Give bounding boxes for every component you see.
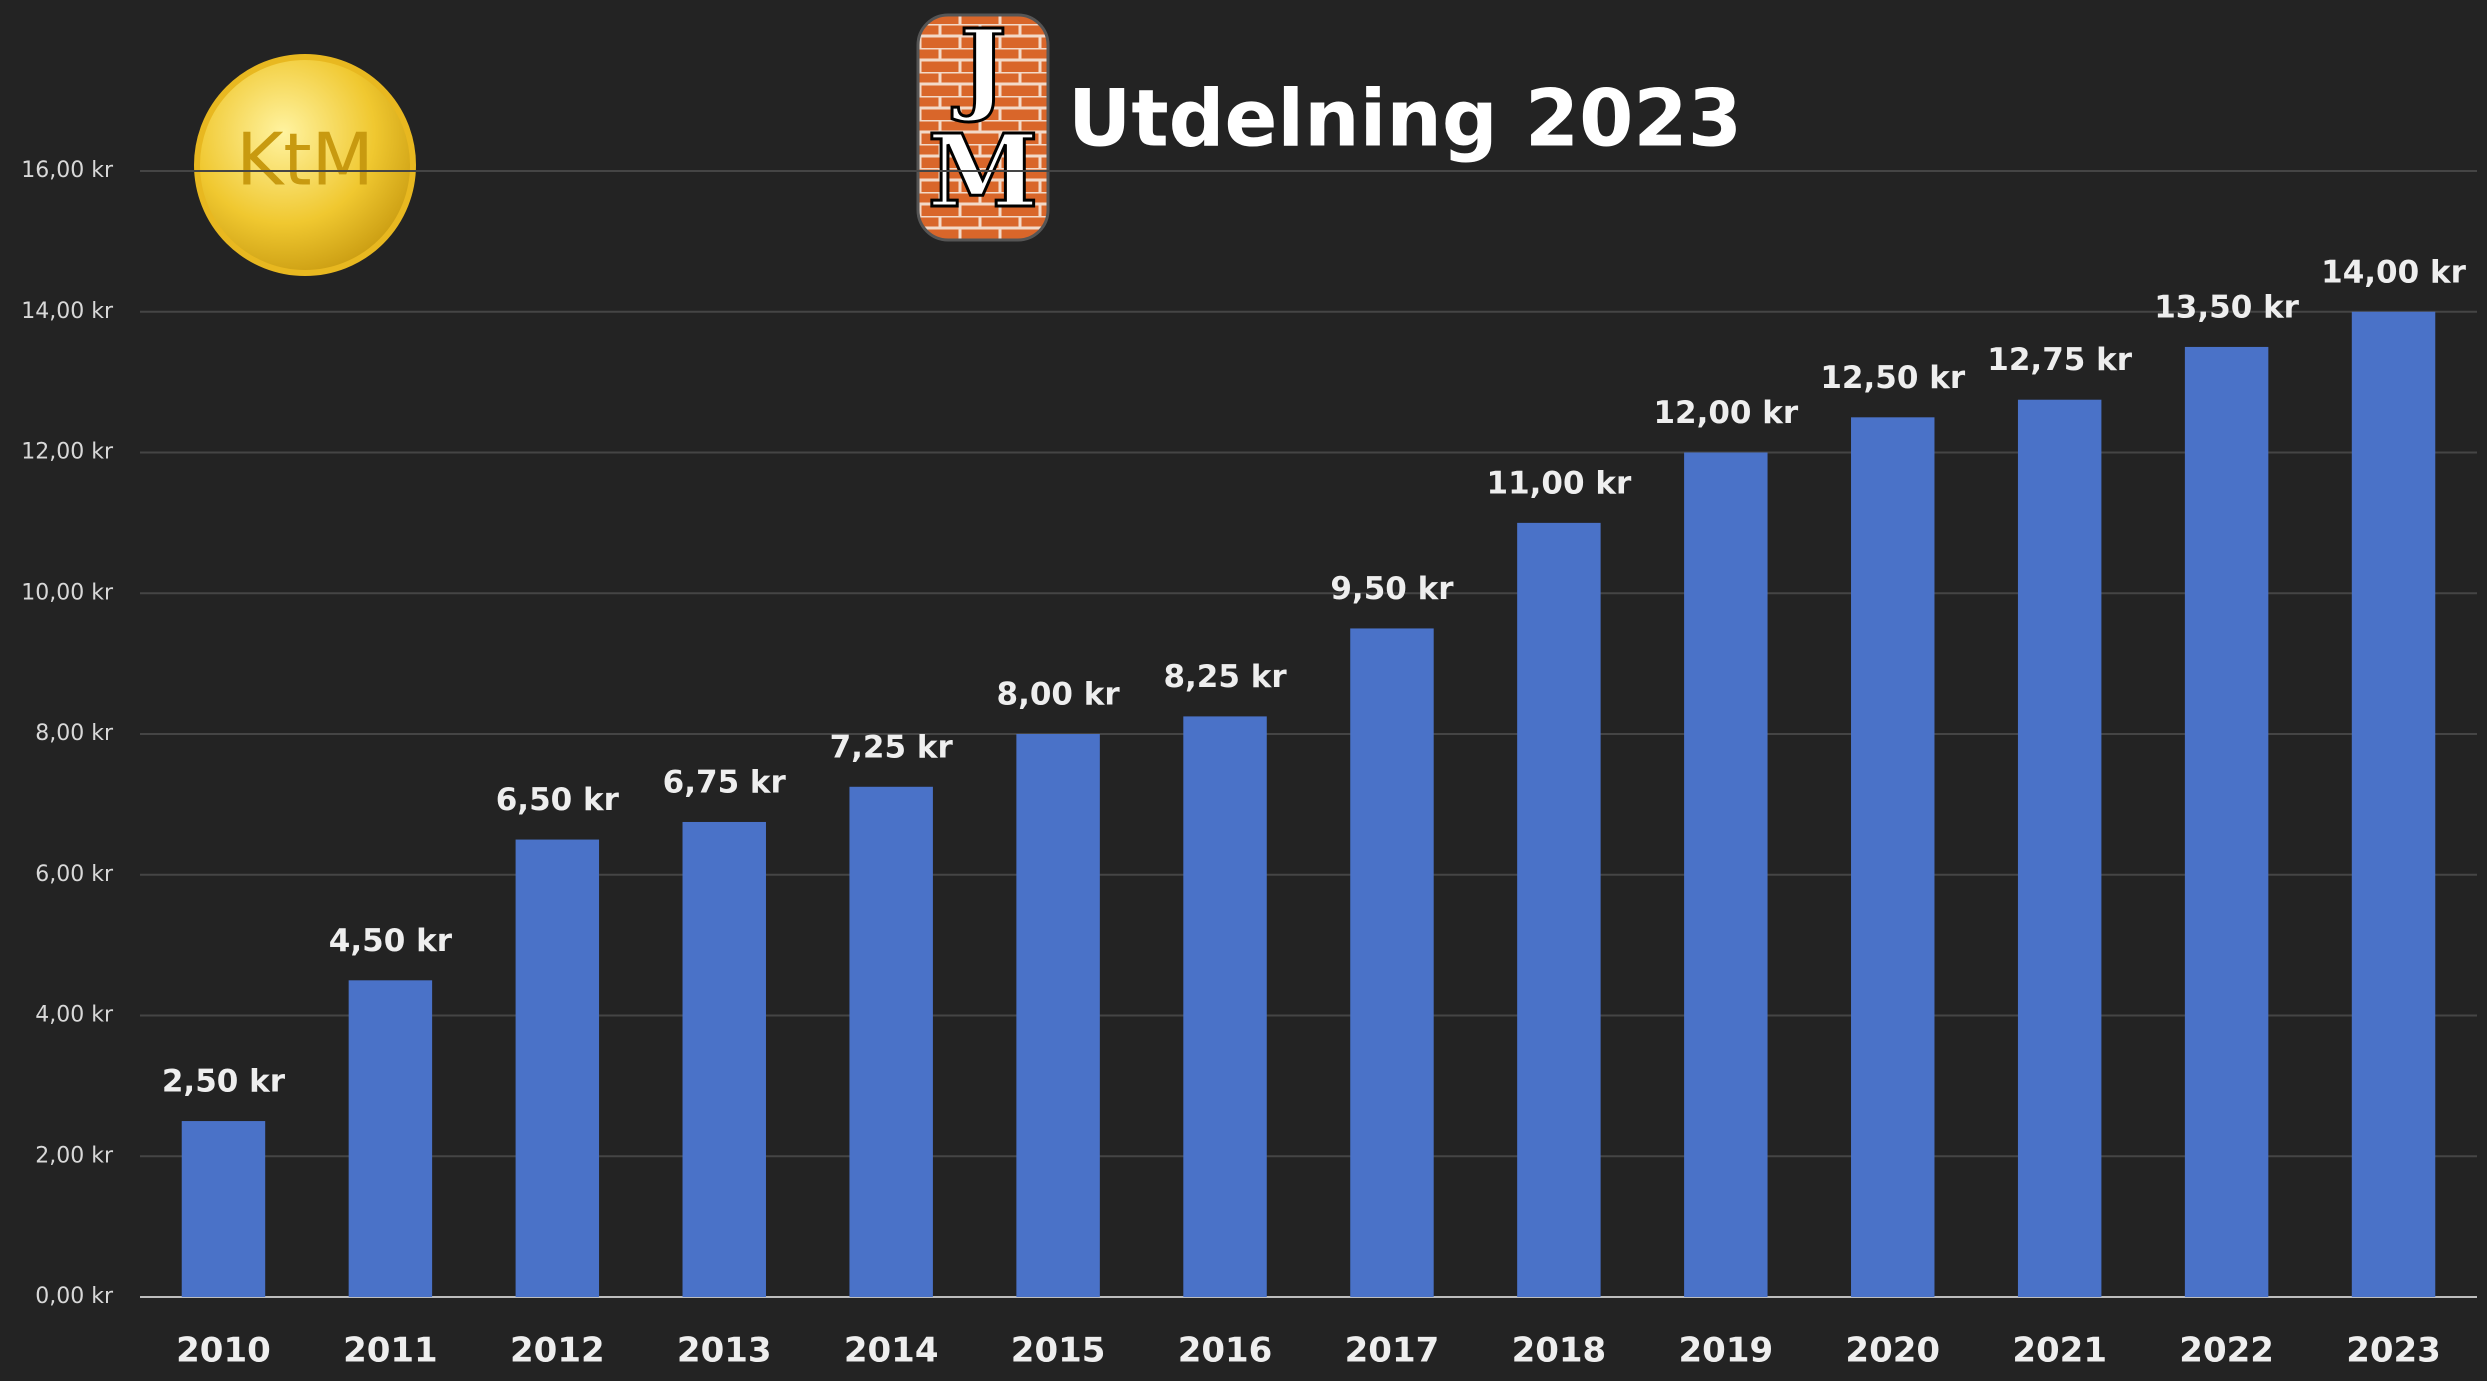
y-tick-label: 16,00 kr bbox=[21, 158, 114, 183]
bar bbox=[348, 980, 433, 1297]
coin-text: KtM bbox=[236, 118, 374, 202]
value-label: 7,25 kr bbox=[830, 729, 954, 765]
x-tick-label: 2019 bbox=[1679, 1331, 1774, 1371]
brick bbox=[916, 13, 1050, 242]
bar bbox=[2184, 346, 2269, 1297]
value-label: 8,00 kr bbox=[997, 677, 1121, 713]
y-tick-label: 14,00 kr bbox=[21, 299, 114, 324]
y-tick-label: 4,00 kr bbox=[35, 1003, 114, 1028]
x-tick-label: 2014 bbox=[844, 1331, 939, 1371]
x-tick-label: 2016 bbox=[1178, 1331, 1273, 1371]
value-label: 6,75 kr bbox=[663, 764, 787, 800]
x-tick-label: 2011 bbox=[343, 1331, 438, 1371]
y-tick-label: 2,00 kr bbox=[35, 1143, 114, 1168]
bar bbox=[1350, 628, 1434, 1297]
bar bbox=[849, 786, 933, 1297]
x-tick-label: 2015 bbox=[1011, 1331, 1106, 1371]
x-tick-label: 2020 bbox=[1845, 1331, 1940, 1371]
x-tick-label: 2018 bbox=[1512, 1331, 1607, 1371]
value-label: 2,50 kr bbox=[162, 1064, 286, 1100]
value-label: 12,75 kr bbox=[1987, 342, 2132, 378]
bar bbox=[1851, 417, 1935, 1297]
value-label: 11,00 kr bbox=[1487, 465, 1632, 501]
bar bbox=[1016, 734, 1100, 1297]
y-tick-label: 12,00 kr bbox=[21, 440, 114, 465]
value-label: 9,50 kr bbox=[1330, 571, 1454, 607]
value-label: 14,00 kr bbox=[2321, 254, 2466, 290]
y-tick-label: 10,00 kr bbox=[21, 580, 114, 605]
y-tick-label: 8,00 kr bbox=[35, 721, 114, 746]
x-tick-label: 2023 bbox=[2346, 1331, 2441, 1371]
x-tick-label: 2013 bbox=[677, 1331, 772, 1371]
x-tick-label: 2012 bbox=[510, 1331, 605, 1371]
coin bbox=[194, 54, 416, 276]
bar bbox=[682, 821, 766, 1297]
y-tick-label: 0,00 kr bbox=[35, 1284, 114, 1309]
bar bbox=[1183, 716, 1267, 1297]
x-tick-label: 2010 bbox=[176, 1331, 271, 1371]
bar bbox=[181, 1121, 266, 1297]
value-label: 13,50 kr bbox=[2154, 289, 2299, 325]
brick-logo: J M bbox=[916, 5, 1050, 242]
bar bbox=[2351, 311, 2436, 1297]
coin-logo: KtM bbox=[194, 54, 416, 276]
x-tick-label: 2021 bbox=[2012, 1331, 2107, 1371]
value-label: 8,25 kr bbox=[1163, 659, 1287, 695]
value-label: 6,50 kr bbox=[496, 782, 620, 818]
x-tick-label: 2017 bbox=[1345, 1331, 1440, 1371]
brick-text-top: J bbox=[951, 7, 1006, 125]
value-label: 12,00 kr bbox=[1653, 395, 1798, 431]
x-tick-label: 2022 bbox=[2179, 1331, 2274, 1371]
y-tick-label: 6,00 kr bbox=[35, 862, 114, 887]
bar bbox=[1517, 522, 1601, 1297]
value-label: 12,50 kr bbox=[1820, 360, 1965, 396]
bar bbox=[1684, 452, 1768, 1297]
bar bbox=[2017, 399, 2102, 1297]
bar bbox=[515, 839, 600, 1297]
chart-title: Utdelning 2023 bbox=[1068, 74, 1742, 164]
value-label: 4,50 kr bbox=[329, 923, 453, 959]
